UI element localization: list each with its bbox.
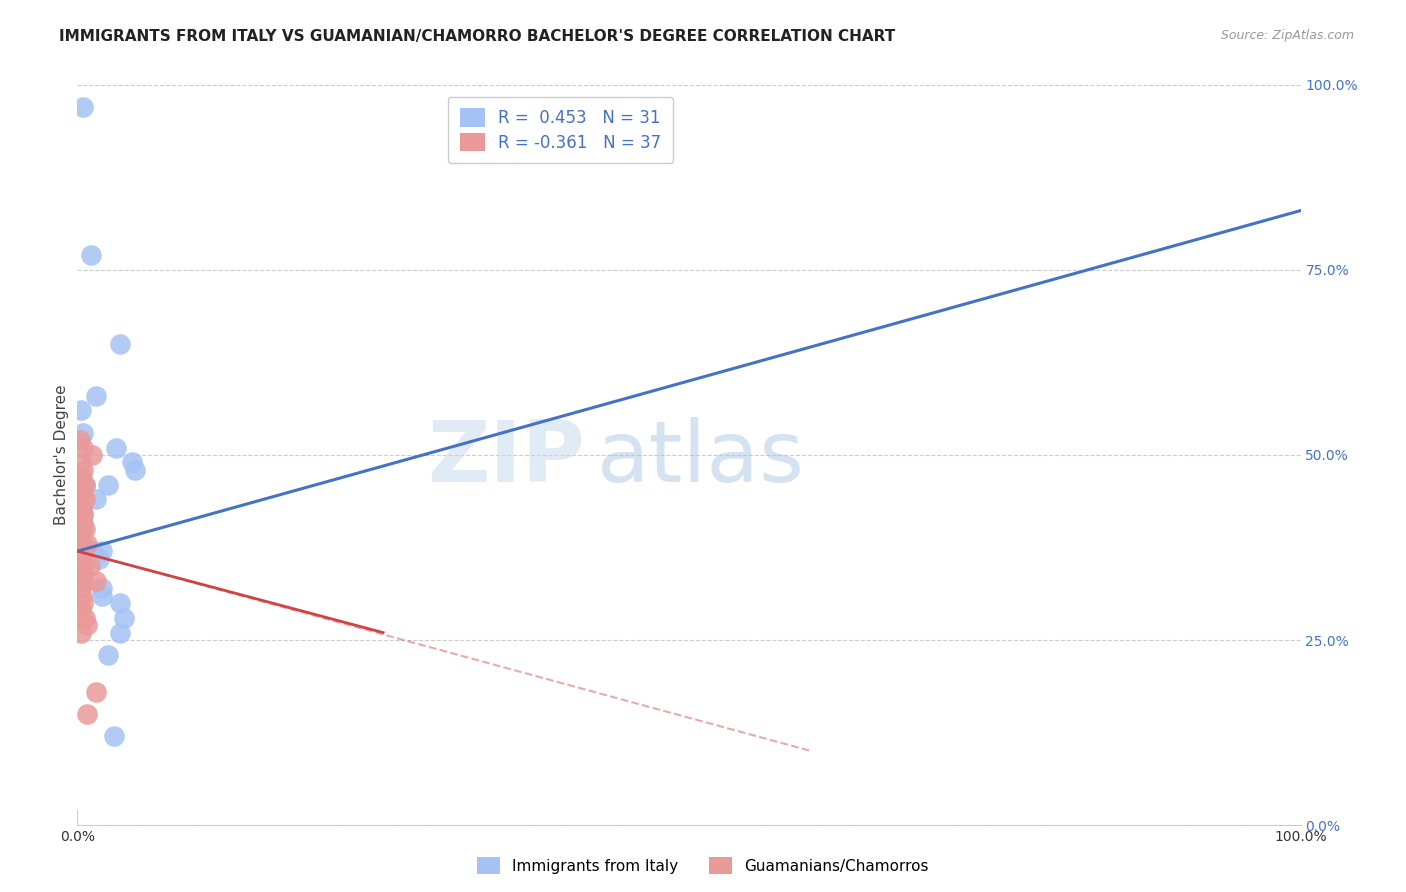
Point [73,477,96,491]
Point [72,558,94,574]
Text: ZIP: ZIP [427,417,585,500]
Point [72,425,94,440]
Point [69,433,91,447]
Point [70,581,93,595]
Point [72,463,94,477]
Point [76,618,98,632]
Point [124,463,146,477]
Point [70,485,93,500]
Point [70,551,93,566]
Point [72,100,94,114]
Point [72,544,94,558]
Text: IMMIGRANTS FROM ITALY VS GUAMANIAN/CHAMORRO BACHELOR'S DEGREE CORRELATION CHART: IMMIGRANTS FROM ITALY VS GUAMANIAN/CHAMO… [59,29,896,45]
Point [84,574,107,588]
Point [70,522,93,536]
Point [70,485,93,500]
Point [70,403,93,417]
Point [72,596,94,610]
Y-axis label: Bachelor's Degree: Bachelor's Degree [53,384,69,525]
Point [70,455,93,469]
Point [70,507,93,521]
Point [90,544,112,558]
Point [108,625,131,640]
Point [72,515,94,529]
Point [97,648,120,662]
Point [70,492,93,507]
Point [112,611,135,625]
Point [70,500,93,514]
Point [73,492,96,507]
Point [70,470,93,484]
Point [84,685,107,699]
Point [79,558,101,574]
Legend: R =  0.453   N = 31, R = -0.361   N = 37: R = 0.453 N = 31, R = -0.361 N = 37 [449,96,673,163]
Point [121,455,143,469]
Point [70,500,93,514]
Point [90,589,112,603]
Point [103,729,125,743]
Point [70,589,93,603]
Point [70,603,93,617]
Point [105,441,128,455]
Point [70,522,93,536]
Point [76,537,98,551]
Point [80,448,103,462]
Point [76,706,98,721]
Point [73,611,96,625]
Point [70,507,93,521]
Point [70,566,93,581]
Point [73,477,96,491]
Point [84,389,107,403]
Point [70,470,93,484]
Point [70,537,93,551]
Point [70,500,93,514]
Text: atlas: atlas [598,417,806,500]
Point [70,529,93,543]
Point [72,574,94,588]
Point [108,337,131,351]
Point [72,507,94,521]
Legend: Immigrants from Italy, Guamanians/Chamorros: Immigrants from Italy, Guamanians/Chamor… [471,851,935,880]
Point [70,515,93,529]
Point [70,515,93,529]
Point [70,625,93,640]
Point [80,248,103,262]
Point [90,581,112,595]
Point [72,441,94,455]
Point [73,522,96,536]
Point [84,492,107,507]
Point [97,477,120,491]
Point [80,544,103,558]
Text: Source: ZipAtlas.com: Source: ZipAtlas.com [1220,29,1354,43]
Point [70,507,93,521]
Point [70,566,93,581]
Point [72,507,94,521]
Point [89,551,111,566]
Point [108,596,131,610]
